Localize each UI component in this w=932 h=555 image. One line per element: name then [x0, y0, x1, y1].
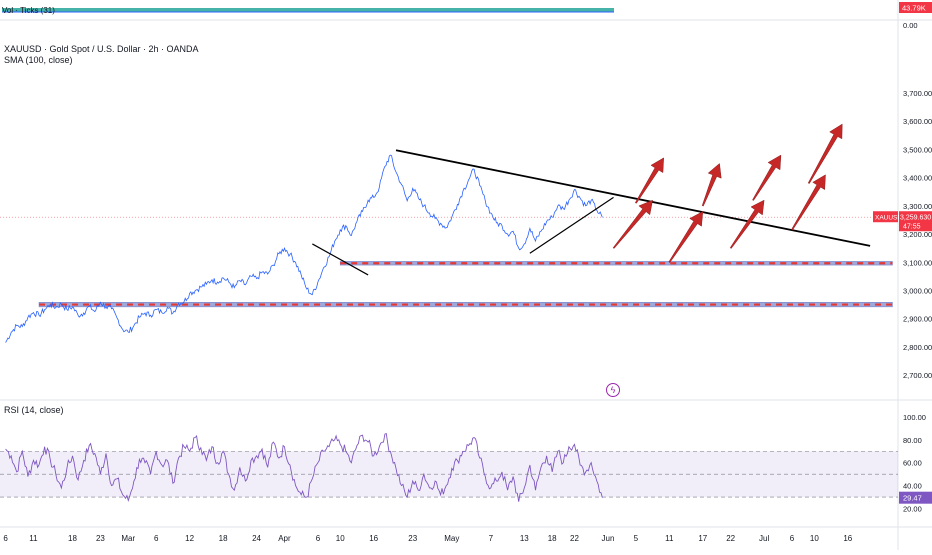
- volume-badge-text: 43.79K: [902, 4, 926, 13]
- time-tick-label: 16: [843, 534, 852, 543]
- time-tick-label: 6: [790, 534, 795, 543]
- volume-legend: Vol · Ticks (31): [2, 6, 55, 15]
- last-price-badge: 3,259.630 47:55: [899, 211, 932, 232]
- rsi-tick-label: 80.00: [903, 436, 922, 445]
- rsi-tick-label: 20.00: [903, 505, 922, 514]
- price-tick-label: 3,300.000: [903, 202, 932, 211]
- countdown-text: 47:55: [903, 224, 921, 231]
- time-tick-label: 18: [68, 534, 77, 543]
- price-tick-label: 3,200.000: [903, 230, 932, 239]
- time-tick-label: 17: [698, 534, 707, 543]
- time-tick-label: 6: [3, 534, 8, 543]
- price-tick-label: 3,000.000: [903, 286, 932, 295]
- projection-arrow-2[interactable]: [634, 157, 664, 204]
- rsi-value-badge-bg: [899, 491, 932, 504]
- time-tick-label: Mar: [121, 534, 135, 543]
- support-zone-1[interactable]: [339, 261, 893, 266]
- price-tick-label: 2,800.000: [903, 343, 932, 352]
- axis-labels: 3,700.000 3,600.000 3,500.000 3,400.000 3,30…: [3, 21, 932, 543]
- time-tick-label: 16: [369, 534, 378, 543]
- time-tick-label: 6: [154, 534, 159, 543]
- rsi-legend[interactable]: RSI (14, close): [4, 405, 64, 415]
- time-tick-label: 12: [185, 534, 194, 543]
- time-tick-label: May: [444, 534, 459, 543]
- projection-arrow-5[interactable]: [729, 199, 765, 249]
- price-tick-label: 2,700.000: [903, 371, 932, 380]
- volume-bars: [2, 8, 614, 12]
- support-zone-2[interactable]: [38, 302, 893, 308]
- time-tick-label: 18: [548, 534, 557, 543]
- time-tick-label: 10: [810, 534, 819, 543]
- support-zone-box[interactable]: [38, 302, 893, 308]
- volume-tick-label: 0.00: [903, 21, 918, 30]
- volume-panel: [2, 8, 614, 13]
- rsi-value-badge: 29.47: [899, 491, 932, 504]
- time-tick-label: Apr: [278, 534, 291, 543]
- rsi-tick-label: 40.00: [903, 482, 922, 491]
- time-tick-label: 7: [489, 534, 494, 543]
- rsi-tick-label: 60.00: [903, 459, 922, 468]
- rsi-series-line[interactable]: [5, 432, 603, 503]
- rsi-value-text: 29.47: [903, 494, 922, 503]
- price-axis-bg[interactable]: [898, 0, 932, 550]
- upper-trendline[interactable]: [395, 149, 871, 247]
- projection-arrow-7[interactable]: [791, 174, 826, 231]
- price-tick-label: 3,600.000: [903, 117, 932, 126]
- may-trendline[interactable]: [529, 196, 614, 254]
- time-tick-label: 22: [570, 534, 579, 543]
- time-tick-label: 18: [219, 534, 228, 543]
- volume-badge: 43.79K: [899, 2, 932, 13]
- time-tick-label: 23: [408, 534, 417, 543]
- time-tick-label: Jun: [602, 534, 615, 543]
- time-tick-label: 10: [336, 534, 345, 543]
- time-tick-label: 22: [726, 534, 735, 543]
- price-tick-label: 2,900.000: [903, 315, 932, 324]
- last-price-badge-bg: [899, 211, 932, 232]
- time-tick-label: 24: [252, 534, 261, 543]
- projection-arrow-4[interactable]: [701, 163, 722, 207]
- lightning-icon[interactable]: ϟ: [606, 383, 620, 397]
- last-price-text: 3,259.630: [900, 215, 931, 222]
- projection-arrow-6[interactable]: [752, 154, 782, 201]
- symbol-badge-bg: [873, 211, 898, 223]
- price-series-line[interactable]: [5, 154, 603, 343]
- projection-arrow-1[interactable]: [612, 199, 653, 249]
- time-tick-label: 13: [520, 534, 529, 543]
- rsi-tick-label: 100.00: [903, 413, 926, 422]
- time-tick-label: 11: [29, 534, 38, 543]
- price-tick-label: 3,400.000: [903, 174, 932, 183]
- rsi-panel[interactable]: [0, 432, 898, 503]
- time-tick-label: 5: [634, 534, 639, 543]
- time-tick-label: 6: [316, 534, 321, 543]
- price-panel[interactable]: [0, 123, 898, 343]
- time-tick-label: 11: [665, 534, 674, 543]
- symbol-legend[interactable]: XAUUSD · Gold Spot / U.S. Dollar · 2h · …: [4, 44, 199, 54]
- time-tick-label: 23: [96, 534, 105, 543]
- price-tick-label: 3,100.000: [903, 258, 932, 267]
- price-tick-label: 3,700.000: [903, 89, 932, 98]
- volume-badge-bg: [899, 2, 932, 13]
- projection-arrow-3[interactable]: [668, 211, 704, 263]
- price-tick-label: 3,500.000: [903, 145, 932, 154]
- april-trendline[interactable]: [312, 243, 369, 276]
- symbol-badge: XAUUSD: [873, 211, 902, 223]
- sma-legend[interactable]: SMA (100, close): [4, 55, 73, 65]
- symbol-badge-text: XAUUSD: [875, 215, 902, 222]
- projection-arrow-8[interactable]: [807, 123, 843, 184]
- time-tick-label: Jul: [759, 534, 769, 543]
